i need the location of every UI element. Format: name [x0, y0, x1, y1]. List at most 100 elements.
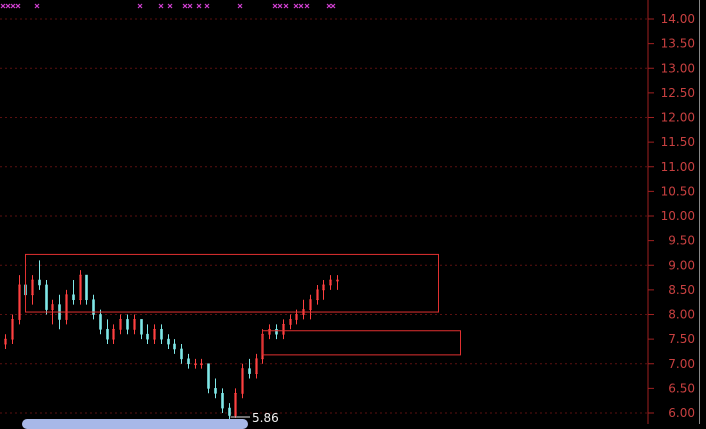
candle-body [153, 328, 156, 340]
horizontal-scrollbar[interactable] [22, 419, 248, 429]
candle-body [38, 279, 41, 286]
signal-marker-cross-icon [293, 3, 299, 9]
candle-body [160, 328, 163, 340]
tick-label: 6.50 [668, 381, 695, 395]
tick-label: 11.50 [661, 135, 695, 149]
candle [153, 324, 156, 345]
annotation-box [262, 330, 461, 356]
signal-marker-cross-icon [272, 3, 278, 9]
signal-marker-cross-icon [34, 3, 40, 9]
tick-label: 10.50 [661, 184, 695, 198]
signal-marker-cross-icon [298, 3, 304, 9]
candle-body [126, 319, 129, 330]
candle-body [11, 319, 14, 340]
candle-body [119, 319, 122, 330]
candle [65, 289, 68, 325]
candle-body [241, 368, 244, 394]
candle-body [79, 274, 82, 301]
candle-body [45, 284, 48, 310]
candle [200, 358, 203, 369]
candle [85, 274, 88, 305]
tick-label: 13.00 [661, 61, 695, 75]
signal-marker-cross-icon [326, 3, 332, 9]
candle [194, 358, 197, 369]
candle-body [99, 314, 102, 330]
tick-label: 6.00 [668, 406, 695, 420]
candle [221, 388, 224, 413]
signal-marker-cross-icon [187, 3, 193, 9]
signal-markers [0, 3, 336, 9]
candle [119, 314, 122, 335]
candle-body [194, 363, 197, 366]
signal-marker-cross-icon [204, 3, 210, 9]
candle-body [140, 319, 143, 335]
candle [302, 299, 305, 320]
candle [11, 314, 14, 345]
side-info-panel [699, 0, 706, 424]
candle [329, 275, 332, 290]
candle [133, 314, 136, 335]
candle [72, 280, 75, 305]
candle-body [248, 368, 251, 374]
signal-marker-cross-icon [0, 3, 6, 9]
candle-body [322, 284, 325, 291]
candle-body [336, 279, 339, 282]
candles [4, 260, 339, 420]
candle [31, 275, 34, 305]
tick-label: 12.50 [661, 86, 695, 100]
candle-body [133, 319, 136, 330]
candle [214, 378, 217, 399]
candle [268, 324, 271, 340]
candle [38, 260, 41, 290]
candle-body [316, 289, 319, 301]
signal-marker-cross-icon [5, 3, 11, 9]
candle-body [228, 407, 231, 416]
candle-body [268, 328, 271, 335]
tick-label: 13.50 [661, 37, 695, 51]
candle-body [106, 328, 109, 340]
signal-marker-cross-icon [182, 3, 188, 9]
candle [234, 388, 237, 418]
candle [146, 324, 149, 345]
candle-body [309, 299, 312, 310]
signal-marker-cross-icon [196, 3, 202, 9]
signal-marker-cross-icon [304, 3, 310, 9]
candle-body [200, 363, 203, 366]
candle-body [72, 294, 75, 301]
annotation-box [25, 253, 439, 313]
candle [106, 319, 109, 345]
candle-body [295, 314, 298, 320]
candle [187, 353, 190, 369]
candle [316, 284, 319, 305]
candle [167, 334, 170, 349]
signal-marker-cross-icon [15, 3, 21, 9]
tick-label: 8.00 [668, 308, 695, 322]
tick-label: 9.00 [668, 258, 695, 272]
candle [289, 314, 292, 330]
candle [228, 403, 231, 420]
candle-body [275, 328, 278, 335]
candle [282, 319, 285, 340]
candle-body [31, 279, 34, 296]
candle [126, 314, 129, 335]
min-price-label: 5.86 [252, 411, 279, 424]
candle [322, 280, 325, 300]
candle [4, 334, 7, 349]
signal-marker-cross-icon [158, 3, 164, 9]
candle-body [329, 279, 332, 286]
candle-body [282, 324, 285, 335]
signal-marker-cross-icon [137, 3, 143, 9]
candle-body [221, 392, 224, 409]
candle-body [51, 304, 54, 310]
signal-marker-cross-icon [10, 3, 16, 9]
signal-marker-cross-icon [283, 3, 289, 9]
candle [173, 339, 176, 354]
signal-marker-cross-icon [237, 3, 243, 9]
signal-marker-cross-icon [330, 3, 336, 9]
candle [275, 324, 278, 340]
candle [92, 294, 95, 320]
candle [180, 344, 183, 364]
candle [336, 275, 339, 290]
annotation-boxes [25, 253, 461, 356]
candle-body [4, 338, 7, 345]
